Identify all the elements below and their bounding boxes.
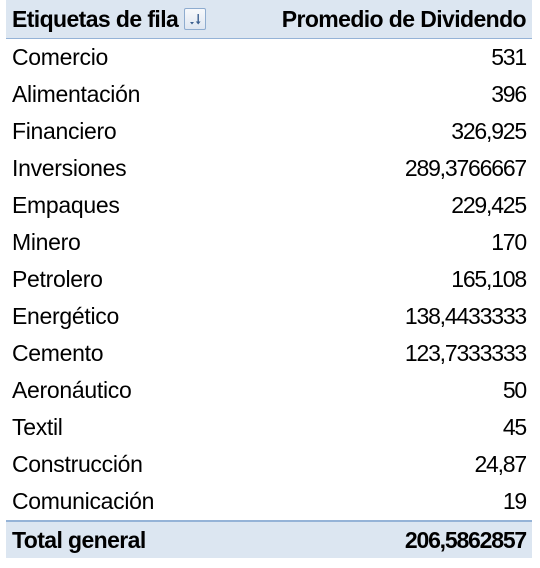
pivot-row[interactable]: Empaques 229,425: [6, 187, 532, 224]
row-value: 289,3766667: [404, 155, 527, 181]
pivot-row[interactable]: Petrolero 165,108: [6, 261, 532, 298]
row-value: 396: [491, 81, 527, 107]
pivot-row[interactable]: Inversiones 289,3766667: [6, 150, 532, 187]
pivot-row[interactable]: Textil 45: [6, 409, 532, 446]
row-label: Empaques: [12, 192, 120, 218]
pivot-row[interactable]: Cemento 123,7333333: [6, 335, 532, 372]
row-value: 531: [491, 44, 527, 70]
row-value: 326,925: [451, 118, 527, 144]
pivot-body: Comercio 531 Alimentación 396 Financiero 326,…: [6, 39, 532, 520]
grand-total-label: Total general: [12, 526, 146, 553]
sort-filter-dropdown-icon[interactable]: [184, 8, 207, 30]
row-labels-header[interactable]: Etiquetas de fila: [12, 5, 207, 33]
row-labels-header-text: Etiquetas de fila: [12, 5, 179, 32]
pivot-row[interactable]: Construcción 24,87: [6, 446, 532, 483]
grand-total-value: 206,5862857: [404, 526, 527, 553]
pivot-row[interactable]: Comercio 531: [6, 39, 532, 76]
row-value: 123,7333333: [404, 340, 527, 366]
pivot-row[interactable]: Energético 138,4433333: [6, 298, 532, 335]
row-value: 19: [502, 488, 527, 514]
pivot-row[interactable]: Aeronáutico 50: [6, 372, 532, 409]
row-value: 165,108: [451, 266, 527, 292]
row-value: 24,87: [474, 451, 527, 477]
pivot-row[interactable]: Comunicación 19: [6, 483, 532, 520]
grand-total-row[interactable]: Total general 206,5862857: [6, 520, 532, 558]
row-label: Textil: [12, 414, 63, 440]
row-value: 45: [502, 414, 527, 440]
pivot-row[interactable]: Financiero 326,925: [6, 113, 532, 150]
row-label: Alimentación: [12, 81, 141, 107]
row-label: Comercio: [12, 44, 109, 70]
row-label: Comunicación: [12, 488, 155, 514]
row-label: Cemento: [12, 340, 104, 366]
row-label: Aeronáutico: [12, 377, 132, 403]
values-header[interactable]: Promedio de Dividendo: [281, 5, 527, 32]
row-label: Financiero: [12, 118, 117, 144]
row-value: 170: [491, 229, 527, 255]
row-label: Inversiones: [12, 155, 127, 181]
row-label: Minero: [12, 229, 81, 255]
pivot-header-row: Etiquetas de fila Promedio de Dividendo: [6, 0, 532, 39]
row-label: Petrolero: [12, 266, 103, 292]
row-value: 50: [502, 377, 527, 403]
row-value: 138,4433333: [404, 303, 527, 329]
row-label: Construcción: [12, 451, 143, 477]
row-value: 229,425: [451, 192, 527, 218]
row-label: Energético: [12, 303, 119, 329]
pivot-table: Etiquetas de fila Promedio de Dividendo …: [6, 0, 532, 566]
pivot-row[interactable]: Alimentación 396: [6, 76, 532, 113]
pivot-row[interactable]: Minero 170: [6, 224, 532, 261]
